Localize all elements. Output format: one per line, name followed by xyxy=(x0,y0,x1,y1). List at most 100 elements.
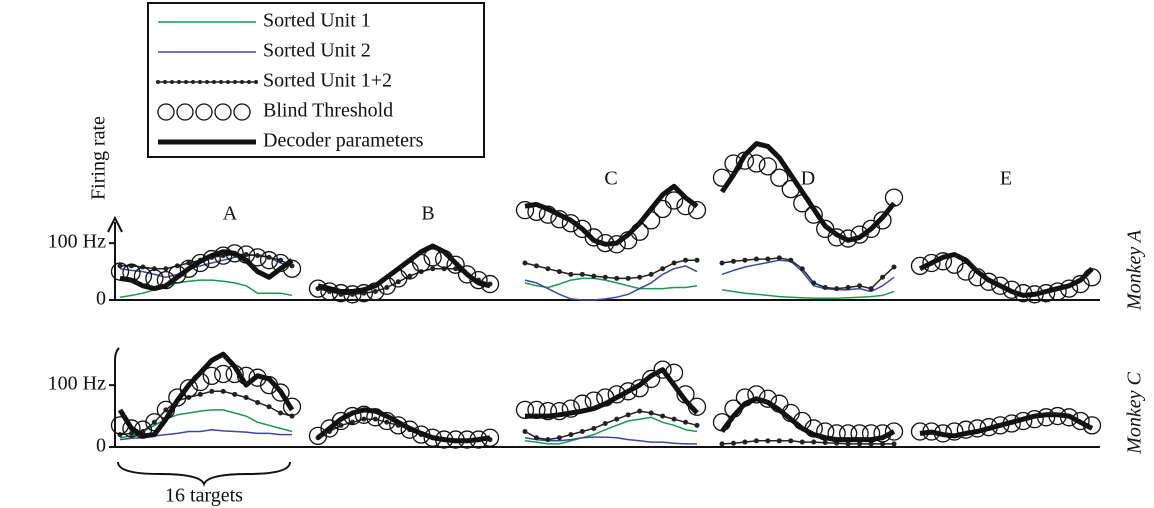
threshold-marker xyxy=(561,399,581,418)
threshold-marker xyxy=(168,388,187,407)
series-dot xyxy=(637,274,643,280)
series-dot xyxy=(625,275,631,281)
series-line xyxy=(721,257,895,290)
series-dot xyxy=(266,254,272,260)
threshold-marker xyxy=(922,253,941,273)
legend-symbol xyxy=(176,103,194,121)
threshold-marker xyxy=(446,255,465,274)
series-line xyxy=(721,440,894,445)
series-dot xyxy=(776,255,782,261)
series-dot xyxy=(719,441,725,447)
threshold-marker xyxy=(191,253,210,273)
series-dot xyxy=(163,407,169,413)
legend-label: Blind Threshold xyxy=(263,100,393,122)
series-line xyxy=(721,259,895,293)
series-dot xyxy=(845,284,851,290)
series-dot xyxy=(430,266,436,272)
series-line xyxy=(719,141,896,243)
legend-dot xyxy=(184,80,188,84)
series-dot xyxy=(822,440,828,446)
series-dot xyxy=(753,256,759,262)
series-dot xyxy=(556,435,562,441)
legend-symbol xyxy=(157,103,175,121)
threshold-marker xyxy=(343,285,362,304)
series-line xyxy=(524,259,697,280)
series-dot xyxy=(243,395,249,400)
series-dot xyxy=(694,257,700,263)
series-line xyxy=(119,279,293,298)
legend-dot xyxy=(254,80,258,84)
series-dot xyxy=(568,271,574,277)
series-dot xyxy=(694,422,700,428)
series-dot xyxy=(753,438,759,444)
legend-dot xyxy=(163,80,167,84)
series-dot xyxy=(289,413,295,419)
threshold-marker xyxy=(469,270,488,290)
series-line xyxy=(719,396,896,443)
series-dot xyxy=(822,284,828,290)
series-dot xyxy=(522,260,528,266)
legend-dot xyxy=(226,80,230,84)
series-dot xyxy=(556,269,562,275)
series-line xyxy=(119,249,294,292)
legend-label: Sorted Unit 1 xyxy=(263,10,371,32)
series-dot xyxy=(591,425,597,431)
threshold-marker xyxy=(538,401,558,421)
threshold-marker xyxy=(884,422,904,441)
series-dot xyxy=(163,266,169,272)
legend-dot xyxy=(219,80,223,84)
legend-box xyxy=(147,2,485,158)
threshold-marker xyxy=(179,379,198,398)
series-line xyxy=(524,277,698,290)
series-dot xyxy=(602,274,608,280)
series-line xyxy=(525,367,699,419)
threshold-marker xyxy=(770,168,789,187)
legend-symbol xyxy=(233,103,251,121)
series-dot xyxy=(243,252,249,257)
threshold-marker xyxy=(354,405,374,424)
series-dot xyxy=(671,260,677,266)
legend-dot xyxy=(177,80,181,84)
series-dot xyxy=(545,266,551,272)
threshold-marker xyxy=(747,154,766,173)
series-dot xyxy=(278,257,284,263)
series-dot xyxy=(117,432,123,438)
threshold-marker xyxy=(331,411,351,431)
series-dot xyxy=(197,391,203,397)
threshold-marker xyxy=(641,369,661,389)
series-line xyxy=(524,183,699,247)
threshold-marker xyxy=(747,385,766,404)
threshold-marker xyxy=(282,397,302,416)
series-dot xyxy=(186,395,192,400)
threshold-marker xyxy=(873,211,892,230)
series-dot xyxy=(255,399,261,405)
threshold-marker xyxy=(457,265,477,284)
threshold-marker xyxy=(1071,411,1090,431)
series-dot xyxy=(220,388,226,394)
series-dot xyxy=(765,256,771,262)
series-dot xyxy=(660,413,666,419)
legend-dot xyxy=(191,80,195,84)
threshold-marker xyxy=(122,419,141,438)
series-dot xyxy=(788,257,794,263)
series-dot xyxy=(799,439,805,445)
legend-label: Sorted Unit 2 xyxy=(263,40,371,62)
legend-dot xyxy=(233,80,237,84)
series-dot xyxy=(395,279,401,285)
row-label: Monkey C xyxy=(1124,372,1146,455)
series-dot xyxy=(117,263,123,269)
threshold-marker xyxy=(179,259,198,278)
series-dot xyxy=(868,441,874,447)
series-dot xyxy=(891,441,897,447)
series-dot xyxy=(799,266,805,272)
y-axis-label: Firing rate xyxy=(88,116,110,200)
threshold-marker xyxy=(664,191,684,210)
series-dot xyxy=(255,253,261,259)
panel-label: C xyxy=(604,168,617,190)
series-dot xyxy=(730,440,736,446)
brace xyxy=(117,461,291,487)
series-dot xyxy=(533,435,539,441)
legend-dot xyxy=(198,80,202,84)
series-dot xyxy=(683,419,689,425)
